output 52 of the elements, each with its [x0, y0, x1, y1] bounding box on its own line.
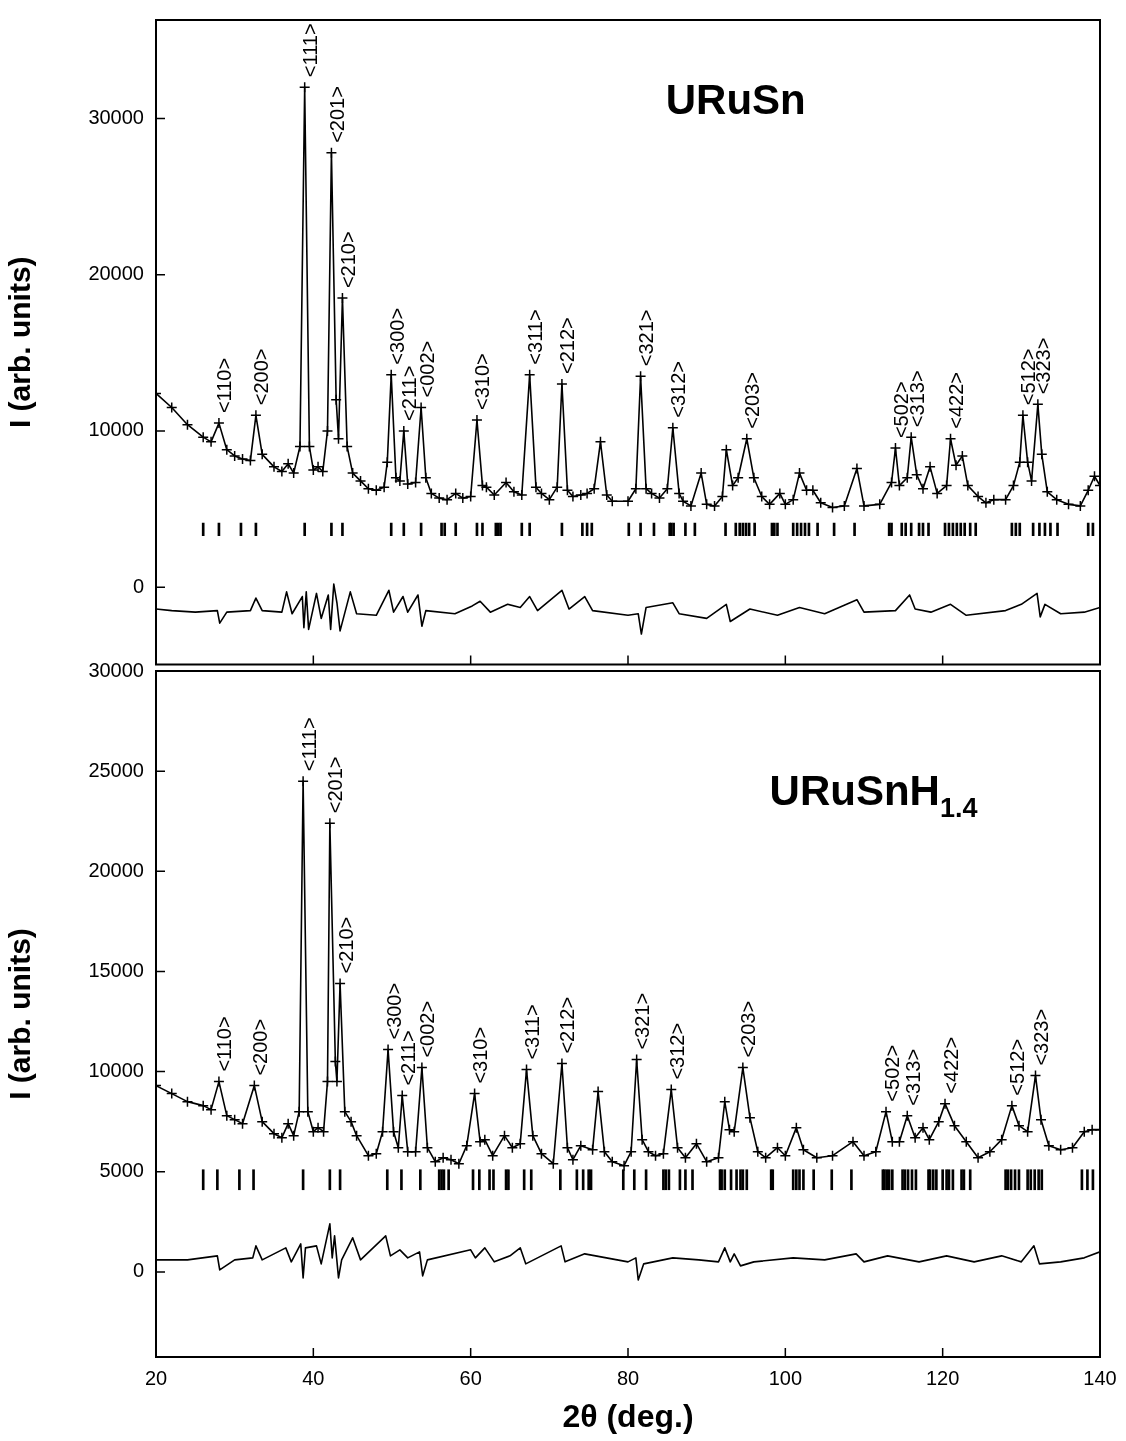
y-tick-label: 30000 — [88, 105, 144, 128]
annotation: <312> — [667, 361, 690, 418]
y-tick-label: 5000 — [99, 1159, 144, 1182]
x-tick-label: 100 — [768, 1366, 803, 1389]
y-tick-label: 0 — [132, 574, 144, 597]
annotation: <321> — [631, 992, 654, 1050]
y-tick-label: 25000 — [88, 758, 144, 781]
annotation: <311> — [524, 309, 547, 365]
annotation: <200> — [248, 1018, 271, 1076]
annotation: <210> — [336, 231, 359, 289]
y-tick-label: 10000 — [88, 418, 144, 441]
annotation: <212> — [556, 996, 579, 1054]
annotation: <311> — [521, 1004, 544, 1060]
annotation: <310> — [471, 353, 494, 410]
y-tick-label: 15000 — [88, 958, 144, 981]
x-tick-label: 40 — [302, 1366, 325, 1389]
y-tick-label: 20000 — [88, 262, 144, 285]
annotation: <201> — [324, 756, 347, 814]
x-tick-label: 120 — [925, 1366, 960, 1389]
x-tick-label: 20 — [144, 1366, 168, 1389]
annotation: <512> — [1006, 1038, 1029, 1096]
annotation: <203> — [741, 372, 764, 429]
y-tick-label: 30000 — [88, 658, 144, 681]
annotation: <502> — [880, 1044, 903, 1102]
annotation: <111> — [299, 23, 322, 78]
annotation: <110> — [213, 357, 236, 414]
annotation: <111> — [297, 717, 320, 772]
x-tick-label: 80 — [616, 1366, 640, 1389]
x-tick-label: 140 — [1083, 1366, 1117, 1389]
annotation: <321> — [635, 309, 658, 367]
annotation: <313> — [901, 1048, 924, 1106]
x-tick-label: 60 — [459, 1366, 482, 1389]
annotation: <422> — [945, 372, 968, 429]
annotation: <300> — [385, 307, 408, 365]
annotation: URuSn — [665, 76, 806, 124]
annotation: <110> — [213, 1016, 236, 1072]
annotation: <212> — [556, 317, 579, 375]
annotation: <422> — [939, 1036, 962, 1094]
y-axis-title: I (arb. units) — [3, 256, 37, 429]
y-tick-label: 0 — [132, 1259, 144, 1282]
x-axis-title: 2θ (deg.) — [562, 1397, 694, 1434]
annotation: <210> — [334, 916, 357, 974]
annotation: <200> — [250, 348, 273, 406]
y-tick-label: 20000 — [88, 858, 144, 881]
annotation: <312> — [665, 1022, 688, 1080]
y-axis-title: I (arb. units) — [3, 928, 37, 1100]
annotation: <203> — [737, 1000, 760, 1058]
annotation: <310> — [469, 1026, 492, 1084]
annotation: <201> — [325, 86, 348, 143]
annotation: <002> — [416, 1000, 439, 1058]
annotation: <323> — [1030, 1008, 1053, 1066]
y-tick-label: 10000 — [88, 1059, 144, 1082]
